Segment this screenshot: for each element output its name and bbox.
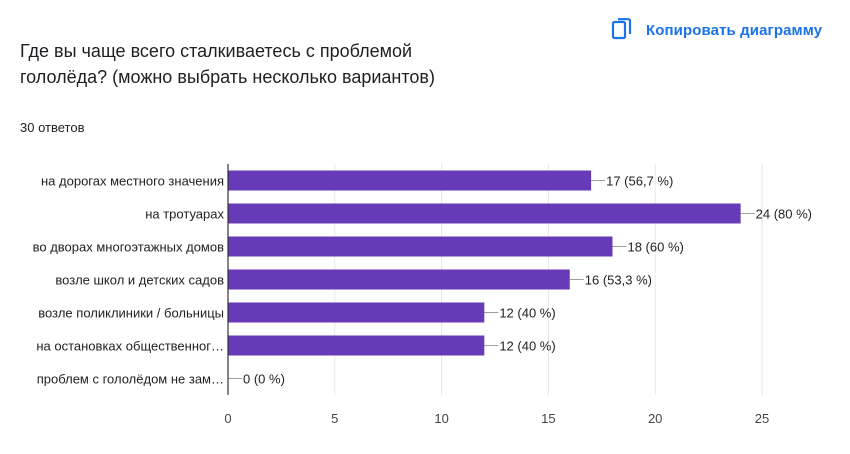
value-label: 18 (60 %) <box>627 240 683 255</box>
category-label: возле поликлиники / больницы <box>38 306 224 321</box>
bar <box>228 236 613 257</box>
bar <box>228 269 570 290</box>
category-label: возле школ и детских садов <box>55 273 224 288</box>
value-label: 12 (40 %) <box>499 306 555 321</box>
category-label: на остановках общественног… <box>36 339 224 354</box>
category-label: на тротуарах <box>145 207 224 222</box>
question-title-line-1: Где вы чаще всего сталкиваетесь с пробле… <box>20 41 413 61</box>
copy-chart-button[interactable]: Копировать диаграмму <box>608 14 822 46</box>
bar <box>228 203 741 224</box>
value-label: 16 (53,3 %) <box>585 273 652 288</box>
x-tick-label: 15 <box>541 411 555 426</box>
value-label: 17 (56,7 %) <box>606 174 673 189</box>
x-tick-label: 20 <box>648 411 662 426</box>
value-label: 0 (0 %) <box>243 372 285 387</box>
bar <box>228 335 485 356</box>
x-tick-label: 0 <box>224 411 231 426</box>
x-tick-label: 25 <box>755 411 769 426</box>
category-label: проблем с гололёдом не зам… <box>37 372 224 387</box>
question-title-line-2: гололёда? (можно выбрать несколько вариа… <box>20 67 435 87</box>
x-tick-label: 5 <box>331 411 338 426</box>
category-label: на дорогах местного значения <box>41 174 224 189</box>
answers-count: 30 ответов <box>20 120 85 135</box>
bar <box>228 302 485 323</box>
copy-chart-label: Копировать диаграмму <box>646 21 823 39</box>
x-tick-label: 10 <box>434 411 448 426</box>
question-title: Где вы чаще всего сталкиваетесь с пробле… <box>20 38 500 90</box>
value-label: 12 (40 %) <box>499 339 555 354</box>
copy-icon <box>608 16 636 44</box>
bar <box>228 170 592 191</box>
value-label: 24 (80 %) <box>756 207 812 222</box>
category-label: во дворах многоэтажных домов <box>33 240 224 255</box>
bar-chart: на дорогах местного значения 17 (56,7 %) н… <box>33 164 812 426</box>
